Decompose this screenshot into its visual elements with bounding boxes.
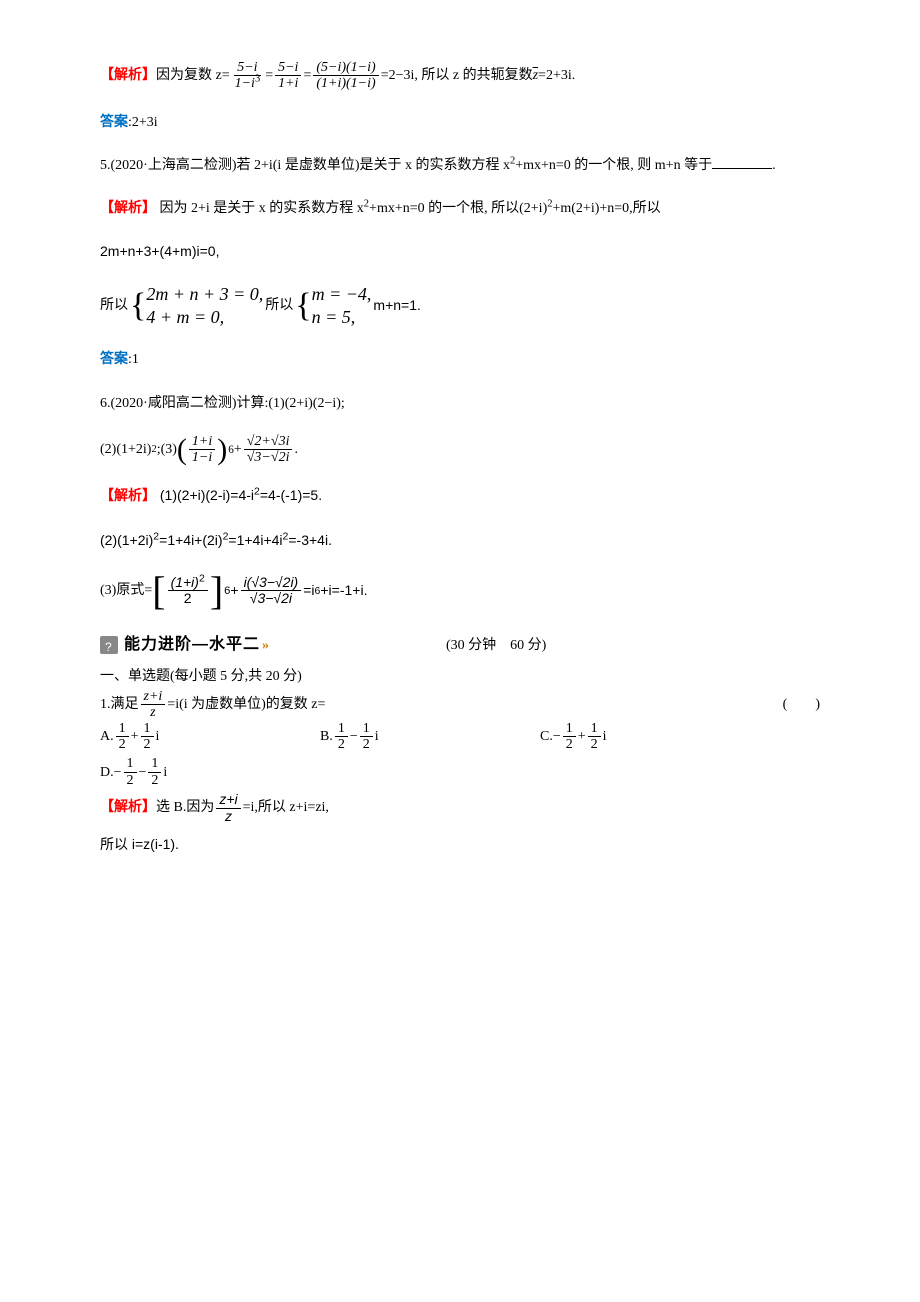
section-icon: [100, 636, 118, 654]
problem-5: 5.(2020·上海高二检测)若 2+i(i 是虚数单位)是关于 x 的实系数方…: [100, 153, 820, 178]
question-1-choices: A. 12 + 12 i B. 12 − 12 i C.− 12 + 12 i …: [100, 721, 820, 793]
fill-blank: [712, 155, 772, 169]
answer-5: 答案:1: [100, 347, 820, 372]
analysis-label: 【解析】: [100, 795, 156, 820]
choice-A[interactable]: A. 12 + 12 i: [100, 721, 320, 753]
p4-analysis: 【解析】 因为复数 z= 5−i 1−i3 = 5−i 1+i = (5−i)(…: [100, 60, 820, 92]
fraction: (5−i)(1−i) (1+i)(1−i): [313, 60, 378, 92]
question-1: 1.满足 z+i z =i(i 为虚数单位)的复数 z= ( ): [100, 689, 820, 721]
solution-5a: 【解析】 因为 2+i 是关于 x 的实系数方程 x2+mx+n=0 的一个根,…: [100, 196, 820, 221]
fraction: 1+i 1−i: [189, 434, 215, 466]
fraction: i(√3−√2i) √3−√2i: [241, 575, 302, 607]
fraction: √2+√3i √3−√2i: [244, 434, 293, 466]
fraction: 5−i 1+i: [275, 60, 301, 92]
answer-label: 答案: [100, 352, 128, 367]
analysis-label: 【解析】: [100, 63, 156, 88]
solution-6-3: (3)原式= [ (1+i)2 2 ] 6 + i(√3−√2i) √3−√2i…: [100, 571, 820, 611]
fraction: z+i z: [216, 792, 240, 824]
choice-B[interactable]: B. 12 − 12 i: [320, 721, 540, 753]
answer-4: 答案:2+3i: [100, 110, 820, 135]
text: 因为复数 z=: [156, 63, 230, 88]
left-paren-icon: (: [177, 435, 187, 465]
section-timing: (30 分钟 60 分): [446, 633, 546, 658]
arrows-icon: »: [262, 633, 266, 658]
right-paren-icon: ): [217, 435, 227, 465]
answer-label: 答案: [100, 115, 128, 130]
left-brace-icon: {: [295, 283, 311, 330]
answer-paren: ( ): [783, 692, 820, 717]
left-bracket-icon: [: [152, 571, 165, 611]
cases-bracket: { m = −4, n = 5,: [295, 283, 371, 330]
left-brace-icon: {: [130, 283, 146, 330]
solution-q1-b: 所以 i=z(i-1).: [100, 832, 820, 857]
fraction: z+i z: [141, 689, 166, 721]
solution-6-2: (2)(1+2i)2=1+4i+(2i)2=1+4i+4i2=-3+4i.: [100, 528, 820, 553]
right-bracket-icon: ]: [210, 571, 223, 611]
fraction: 5−i 1−i3: [232, 60, 264, 92]
section-2-header: 能力进阶—水平二 » (30 分钟 60 分): [100, 631, 820, 660]
fraction: (1+i)2 2: [168, 575, 208, 607]
analysis-label: 【解析】: [100, 489, 156, 504]
solution-5c: 所以 { 2m + n + 3 = 0, 4 + m = 0, 所以 { m =…: [100, 283, 820, 330]
solution-q1-a: 【解析】 选 B.因为 z+i z =i,所以 z+i=zi,: [100, 792, 820, 824]
section-title: 能力进阶—水平二: [124, 631, 260, 660]
cases-bracket: { 2m + n + 3 = 0, 4 + m = 0,: [130, 283, 263, 330]
analysis-label: 【解析】: [100, 201, 156, 216]
problem-6-line2: (2)(1+2i)2;(3) ( 1+i 1−i ) 6 + √2+√3i √3…: [100, 434, 820, 466]
choice-C[interactable]: C.− 12 + 12 i: [540, 721, 760, 753]
choice-D[interactable]: D.− 12 − 12 i: [100, 756, 320, 788]
solution-6-1: 【解析】 (1)(2+i)(2-i)=4-i2=4-(-1)=5.: [100, 483, 820, 509]
problem-6-line1: 6.(2020·咸阳高二检测)计算:(1)(2+i)(2−i);: [100, 391, 820, 416]
solution-5b: 2m+n+3+(4+m)i=0,: [100, 239, 820, 264]
section-2-subtitle: 一、单选题(每小题 5 分,共 20 分): [100, 664, 820, 689]
